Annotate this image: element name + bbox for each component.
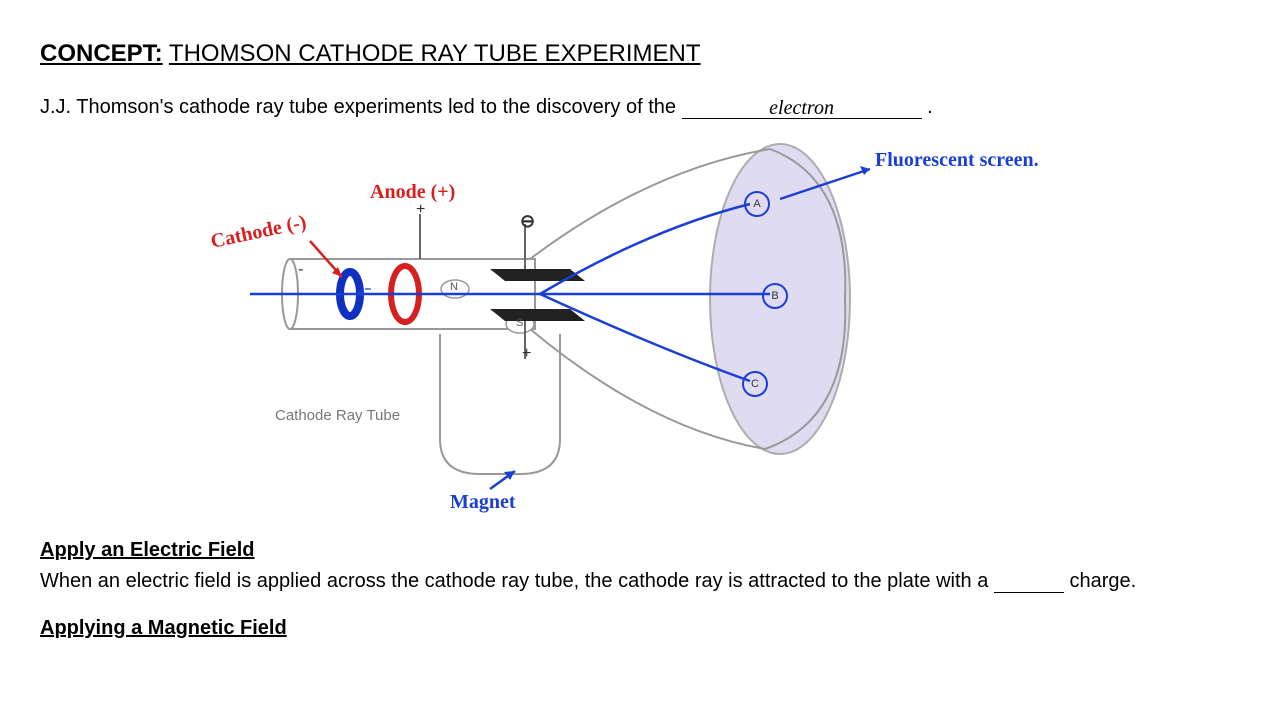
intro-before: J.J. Thomson's cathode ray tube experime… bbox=[40, 96, 676, 118]
magnet-n: N bbox=[450, 281, 458, 293]
minus-left: - bbox=[298, 261, 303, 279]
plus-top: + bbox=[416, 201, 425, 219]
tube-svg bbox=[190, 129, 1090, 529]
minus-circle: ⊖ bbox=[520, 211, 535, 232]
tube-printed-label: Cathode Ray Tube bbox=[275, 407, 400, 424]
magnet-label: Magnet bbox=[450, 491, 516, 514]
fluorescent-label: Fluorescent screen. bbox=[875, 149, 1039, 172]
section-electric-text: When an electric field is applied across… bbox=[40, 570, 1240, 593]
plus-bottom: + bbox=[522, 345, 531, 363]
concept-label: CONCEPT: bbox=[40, 40, 163, 67]
screen-point-a: A bbox=[744, 191, 770, 217]
sec1-before: When an electric field is applied across… bbox=[40, 570, 988, 592]
screen-point-c: C bbox=[742, 371, 768, 397]
concept-header: CONCEPT: THOMSON CATHODE RAY TUBE EXPERI… bbox=[40, 40, 1240, 68]
intro-after: . bbox=[927, 96, 933, 118]
intro-blank-answer: electron bbox=[682, 98, 922, 119]
section-electric-heading: Apply an Electric Field bbox=[40, 539, 1240, 562]
sec1-blank bbox=[994, 572, 1064, 593]
intro-sentence: J.J. Thomson's cathode ray tube experime… bbox=[40, 96, 1240, 119]
anode-label: Anode (+) bbox=[370, 181, 455, 204]
section-magnetic-heading: Applying a Magnetic Field bbox=[40, 617, 1240, 640]
magnet-s: S bbox=[516, 317, 523, 329]
sec1-after: charge. bbox=[1069, 570, 1136, 592]
cathode-ray-diagram: Cathode (-) Anode (+) Fluorescent screen… bbox=[190, 129, 1090, 529]
electron-symbol: e⁻ bbox=[358, 284, 372, 301]
screen-point-b: B bbox=[762, 283, 788, 309]
concept-title: THOMSON CATHODE RAY TUBE EXPERIMENT bbox=[169, 40, 701, 67]
